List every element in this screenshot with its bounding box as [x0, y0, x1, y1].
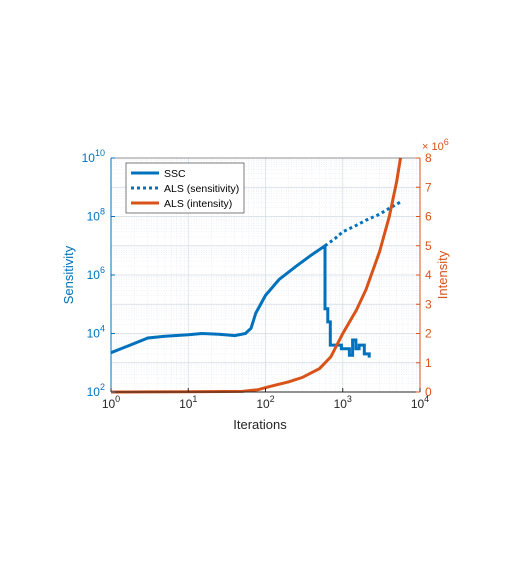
y-left-tick-label: 104	[87, 324, 105, 341]
grid	[110, 158, 421, 393]
legend-label-0: SSC	[164, 168, 186, 180]
y-axis-left-label: Sensitivity	[61, 245, 76, 304]
legend-label-1: ALS (sensitivity)	[164, 183, 239, 195]
x-tick-label: 102	[256, 394, 274, 411]
legend-label-2: ALS (intensity)	[164, 198, 232, 210]
y-left-tick-label: 102	[87, 382, 105, 399]
y-axis-right-label: Intensity	[435, 250, 450, 299]
y-right-multiplier: × 106	[422, 137, 449, 153]
y-left-tick-label: 106	[87, 265, 105, 282]
y-left-tick-label: 108	[87, 207, 105, 224]
x-tick-label: 103	[334, 394, 352, 411]
y-right-tick-label: 2	[425, 327, 432, 341]
y-right-tick-label: 1	[425, 356, 432, 370]
y-right-tick-label: 3	[425, 297, 432, 311]
y-right-tick-label: 8	[425, 151, 432, 165]
y-right-tick-label: 0	[425, 385, 432, 399]
x-tick-label: 101	[179, 394, 197, 411]
x-axis-label: Iterations	[233, 417, 287, 432]
y-right-tick-label: 7	[425, 180, 432, 194]
y-left-tick-label: 1010	[82, 148, 105, 165]
series-line-0	[110, 242, 371, 358]
series-line-1	[324, 200, 402, 248]
y-right-tick-label: 5	[425, 239, 432, 253]
y-right-tick-label: 6	[425, 210, 432, 224]
x-tick-label: 104	[411, 394, 429, 411]
x-tick-label: 100	[102, 394, 120, 411]
legend: SSC ALS (sensitivity) ALS (intensity)	[125, 162, 245, 214]
y-right-tick-label: 4	[425, 268, 432, 282]
axes: 100 101 102 103 104 102 104 106 108 1010 0 1 2 3 4 5 6 7 8…	[82, 137, 449, 411]
